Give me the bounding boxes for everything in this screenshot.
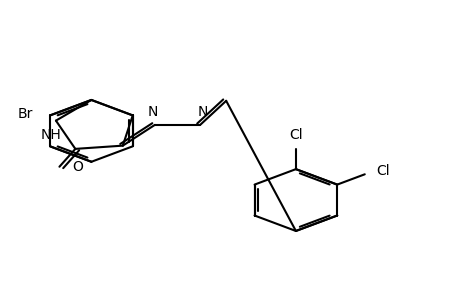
Text: O: O	[72, 160, 83, 174]
Text: NH: NH	[41, 128, 62, 142]
Text: Cl: Cl	[288, 128, 302, 142]
Text: N: N	[147, 105, 157, 119]
Text: Cl: Cl	[375, 164, 389, 178]
Text: N: N	[197, 105, 207, 119]
Text: Br: Br	[17, 107, 33, 121]
